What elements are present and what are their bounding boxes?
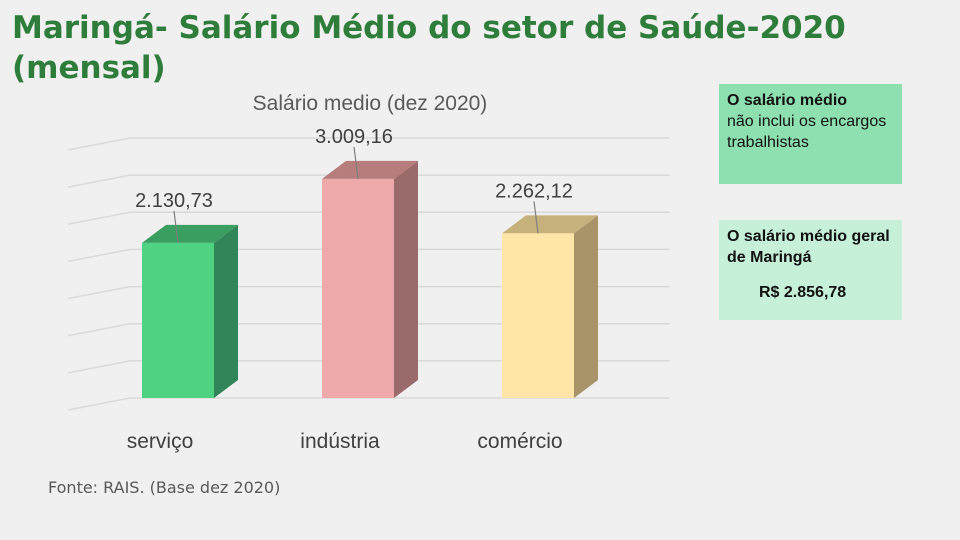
gridline-depth <box>67 360 131 374</box>
bar-comércio <box>502 233 574 398</box>
value-label: 2.262,12 <box>495 180 573 202</box>
slide-title: Maringá- Salário Médio do setor de Saúde… <box>12 10 846 86</box>
note1-bold: O salário médio <box>727 92 848 109</box>
bar-side <box>574 215 598 398</box>
gridline-depth <box>67 211 131 226</box>
note2-amount: R$ 2.856,78 <box>759 284 847 301</box>
value-label: 2.130,73 <box>135 190 213 212</box>
gridline-depth <box>67 285 131 300</box>
leader-line <box>173 210 179 243</box>
chart-labels: 2.130,73 serviço 3.009,16 indústria 2.262,12… <box>127 126 573 453</box>
chart-bars <box>142 160 598 398</box>
bar-top <box>142 224 238 243</box>
gridline-depth <box>67 248 131 263</box>
bar-top <box>322 160 418 179</box>
category-label: serviço <box>127 430 194 453</box>
note-salario-geral: O salário médio geral de Maringá R$ 2.85… <box>719 220 902 320</box>
gridline-depth <box>67 137 131 151</box>
bar-serviço <box>142 242 214 398</box>
gridline-depth <box>67 397 131 411</box>
category-label: indústria <box>300 430 380 453</box>
chart-title: Salário medio (dez 2020) <box>252 92 488 115</box>
gridline-depth <box>67 174 131 188</box>
leader-line <box>533 201 539 234</box>
value-label: 3.009,16 <box>315 126 393 148</box>
gridline-depth <box>67 322 131 337</box>
bar-indústria <box>322 178 394 398</box>
bar-side <box>214 224 238 398</box>
source-note: Fonte: RAIS. (Base dez 2020) <box>48 478 281 497</box>
category-label: comércio <box>477 430 562 453</box>
note1-rest: não inclui os encargos trabalhistas <box>727 113 887 151</box>
note-encargos: O salário médio não inclui os encargos t… <box>719 84 902 184</box>
bar-top <box>502 215 598 234</box>
leader-line <box>353 146 359 180</box>
bar-side <box>394 160 418 398</box>
note2-text: O salário médio geral de Maringá <box>727 228 890 266</box>
